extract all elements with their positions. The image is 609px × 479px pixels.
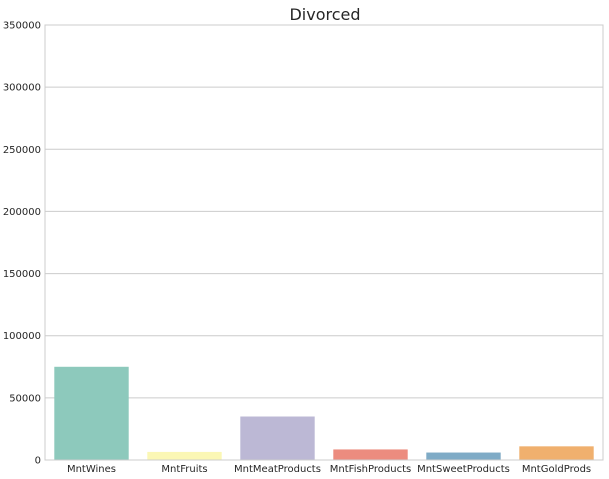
bars <box>54 366 594 460</box>
y-tick-label: 200000 <box>3 207 41 218</box>
y-tick-label: 350000 <box>3 21 41 32</box>
bar-MntWines <box>54 366 129 460</box>
bar-MntGoldProds <box>519 446 594 460</box>
plot-frame <box>44 24 604 461</box>
bar-MntSweetProducts <box>426 452 501 460</box>
y-tick-label: 250000 <box>3 145 41 156</box>
bar-MntMeatProducts <box>240 416 315 460</box>
y-tick-label: 150000 <box>3 269 41 280</box>
chart-title: Divorced <box>289 5 360 24</box>
x-tick-label: MntFruits <box>161 464 207 475</box>
y-tick-label: 100000 <box>3 331 41 342</box>
bar-MntFruits <box>147 451 222 460</box>
x-axis: MntWines MntFruits MntMeatProducts MntFishP… <box>67 464 591 475</box>
y-tick-label: 0 <box>35 456 41 467</box>
y-axis: 0 50000 100000 150000 200000 250000 300000 3500… <box>3 21 41 467</box>
y-tick-label: 300000 <box>3 83 41 94</box>
bar-MntFishProducts <box>333 449 408 460</box>
x-tick-label: MntSweetProducts <box>417 464 510 475</box>
x-tick-label: MntWines <box>67 464 116 475</box>
gridlines <box>45 24 603 461</box>
y-tick-label: 50000 <box>9 393 41 404</box>
x-tick-label: MntMeatProducts <box>234 464 321 475</box>
x-tick-label: MntFishProducts <box>330 464 411 475</box>
x-tick-label: MntGoldProds <box>522 464 591 475</box>
